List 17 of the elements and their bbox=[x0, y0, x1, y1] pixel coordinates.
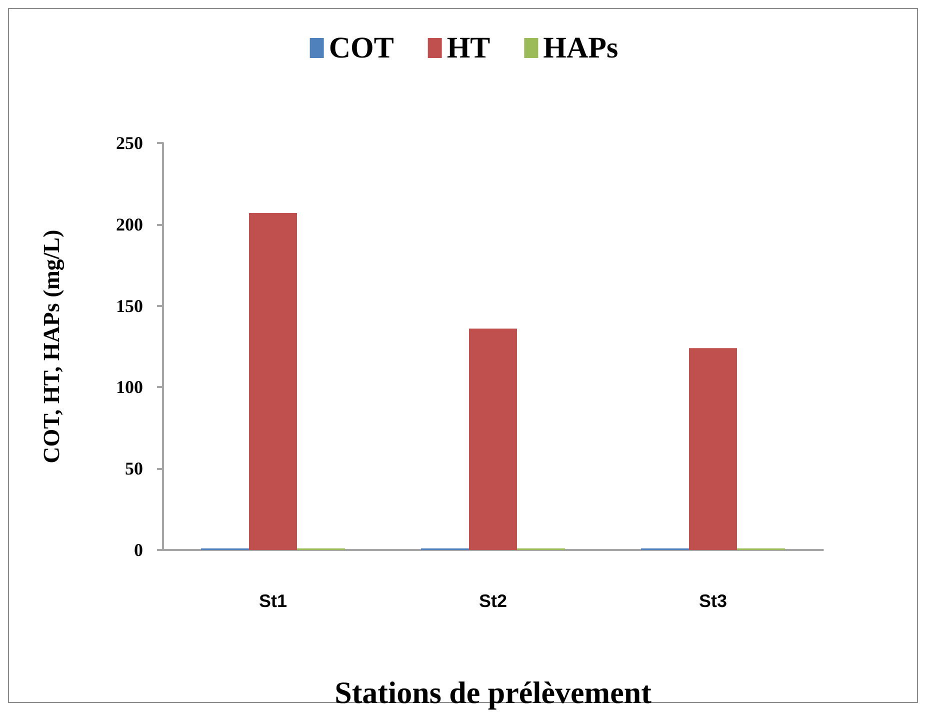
x-axis-title: Stations de prélèvement bbox=[334, 675, 652, 710]
x-tick-label: St1 bbox=[258, 591, 288, 611]
y-tick-label: 200 bbox=[116, 214, 143, 234]
bar bbox=[249, 213, 297, 550]
y-tick-label: 100 bbox=[116, 377, 143, 398]
y-tick-label: 50 bbox=[125, 458, 143, 479]
y-tick-label: 150 bbox=[116, 296, 143, 316]
bar bbox=[469, 328, 517, 550]
legend-label: COT bbox=[328, 32, 394, 64]
y-axis-title: COT, HT, HAPs (mg/L) bbox=[39, 230, 65, 464]
legend-label: HT bbox=[446, 32, 490, 64]
y-tick-label: 250 bbox=[116, 133, 143, 153]
legend-label: HAPs bbox=[543, 32, 618, 64]
bar bbox=[689, 348, 737, 550]
y-tick-label: 0 bbox=[134, 540, 143, 560]
x-tick-label: St2 bbox=[478, 591, 508, 611]
x-tick-label: St3 bbox=[698, 591, 728, 611]
